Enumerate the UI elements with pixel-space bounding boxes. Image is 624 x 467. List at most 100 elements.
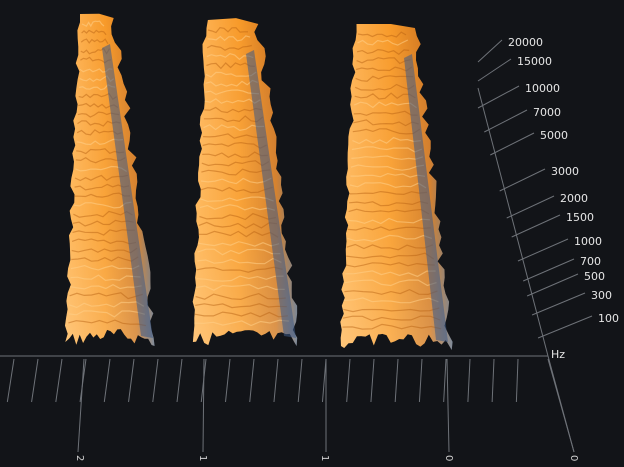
time-tick-label: 2 bbox=[74, 455, 85, 461]
burst-ridge bbox=[198, 221, 278, 229]
burst-ridge bbox=[347, 234, 432, 242]
burst-ridge bbox=[202, 151, 268, 158]
burst-ridge bbox=[344, 288, 438, 296]
burst-ridge bbox=[345, 262, 435, 268]
floor-grid-line bbox=[394, 358, 399, 403]
burst-ridge bbox=[204, 98, 261, 104]
frequency-tick-label: 1500 bbox=[566, 211, 594, 224]
burst-ridge bbox=[349, 200, 429, 207]
floor-grid-line bbox=[249, 358, 255, 403]
floor-grid-line bbox=[31, 358, 39, 403]
floor-grid-line bbox=[273, 358, 279, 403]
floor-grid-line bbox=[418, 358, 423, 403]
burst-ridge bbox=[195, 283, 285, 291]
burst-shadow bbox=[246, 50, 296, 338]
burst-ridge bbox=[352, 128, 421, 135]
burst-shadow bbox=[102, 44, 153, 338]
frequency-tick-label: 5000 bbox=[540, 129, 568, 142]
burst-ridge bbox=[71, 238, 137, 245]
burst-ridge bbox=[196, 266, 283, 273]
spectrogram-surface bbox=[65, 13, 453, 350]
frequency-tick-line bbox=[511, 214, 561, 238]
frequency-tick-line bbox=[499, 168, 546, 192]
time-tick-label: 1 bbox=[319, 455, 330, 461]
frequency-tick-label: 15000 bbox=[517, 55, 552, 68]
floor-grid-line bbox=[491, 358, 495, 403]
burst-ridge bbox=[350, 172, 426, 178]
burst-ridge bbox=[357, 31, 407, 38]
frequency-tick-line bbox=[477, 39, 503, 63]
time-tick-label: 0 bbox=[568, 455, 579, 461]
burst-ridge bbox=[194, 311, 288, 318]
burst-ridge bbox=[194, 319, 289, 327]
frequency-tick-label: 300 bbox=[591, 289, 612, 302]
burst-ridge bbox=[70, 274, 141, 282]
burst-ridge bbox=[204, 89, 260, 96]
burst-ridge bbox=[199, 204, 275, 211]
floor-major-line bbox=[77, 358, 85, 453]
burst-ridge bbox=[201, 168, 271, 176]
frequency-tick-line bbox=[484, 109, 528, 133]
frequency-tick-line bbox=[506, 195, 555, 219]
burst-ridge bbox=[349, 190, 428, 196]
time-tick-label: 1 bbox=[197, 455, 208, 461]
burst-ridge bbox=[348, 208, 430, 215]
burst-ridge bbox=[72, 219, 134, 227]
burst-ridge bbox=[70, 264, 140, 271]
burst-ridge bbox=[199, 212, 277, 221]
floor-grid-line bbox=[321, 358, 327, 403]
burst-ridge bbox=[203, 133, 266, 139]
burst-ridge bbox=[347, 226, 431, 231]
burst-ridge bbox=[346, 243, 434, 251]
floor-grid-line bbox=[443, 358, 447, 403]
burst-ridge bbox=[69, 292, 143, 300]
burst-ridge bbox=[349, 182, 427, 189]
spectral-burst bbox=[340, 24, 453, 350]
burst-ridge bbox=[343, 297, 439, 304]
burst-ridge bbox=[204, 106, 262, 114]
frequency-tick-label: 20000 bbox=[508, 36, 543, 49]
burst-ridge bbox=[68, 301, 145, 309]
burst-ridge bbox=[71, 247, 138, 254]
burst-ridge bbox=[203, 115, 264, 123]
burst-ridge bbox=[342, 323, 442, 330]
burst-ridge bbox=[202, 141, 267, 149]
burst-ridge bbox=[201, 160, 270, 167]
burst-ridge bbox=[351, 155, 424, 160]
burst-ridge bbox=[81, 29, 107, 36]
burst-ridge bbox=[70, 284, 142, 290]
burst-ridge bbox=[75, 156, 126, 164]
burst-ridge bbox=[71, 256, 139, 262]
burst-ridge bbox=[72, 229, 135, 236]
burst-ridge bbox=[195, 303, 287, 309]
burst-ridge bbox=[343, 307, 440, 313]
floor-grid-line bbox=[55, 358, 63, 403]
frequency-tick-line bbox=[477, 85, 520, 109]
frequency-tick-label: 500 bbox=[584, 270, 605, 283]
burst-ridge bbox=[352, 136, 421, 145]
burst-ridge bbox=[356, 57, 411, 65]
burst-ridge bbox=[355, 66, 413, 72]
floor-grid-line bbox=[370, 358, 375, 403]
frequency-tick-label: 1000 bbox=[574, 235, 602, 248]
burst-ridge bbox=[197, 257, 282, 265]
frequency-tick-line bbox=[537, 315, 593, 339]
burst-ridge bbox=[81, 20, 105, 28]
burst-ridge bbox=[344, 279, 437, 287]
floor-major-line bbox=[446, 358, 450, 453]
burst-ridge bbox=[74, 183, 130, 191]
spectral-burst bbox=[192, 18, 298, 346]
burst-ridge bbox=[207, 35, 251, 42]
burst-ridge bbox=[342, 315, 441, 322]
burst-ridge bbox=[203, 124, 265, 132]
burst-ridge bbox=[73, 201, 132, 209]
burst-ridge bbox=[353, 101, 417, 109]
burst-ridge bbox=[206, 53, 254, 61]
burst-ridge bbox=[196, 275, 284, 282]
burst-ridge bbox=[353, 110, 418, 116]
burst-ridge bbox=[206, 62, 255, 70]
burst-ridge bbox=[207, 26, 248, 34]
frequency-tick-label: 10000 bbox=[525, 82, 560, 95]
